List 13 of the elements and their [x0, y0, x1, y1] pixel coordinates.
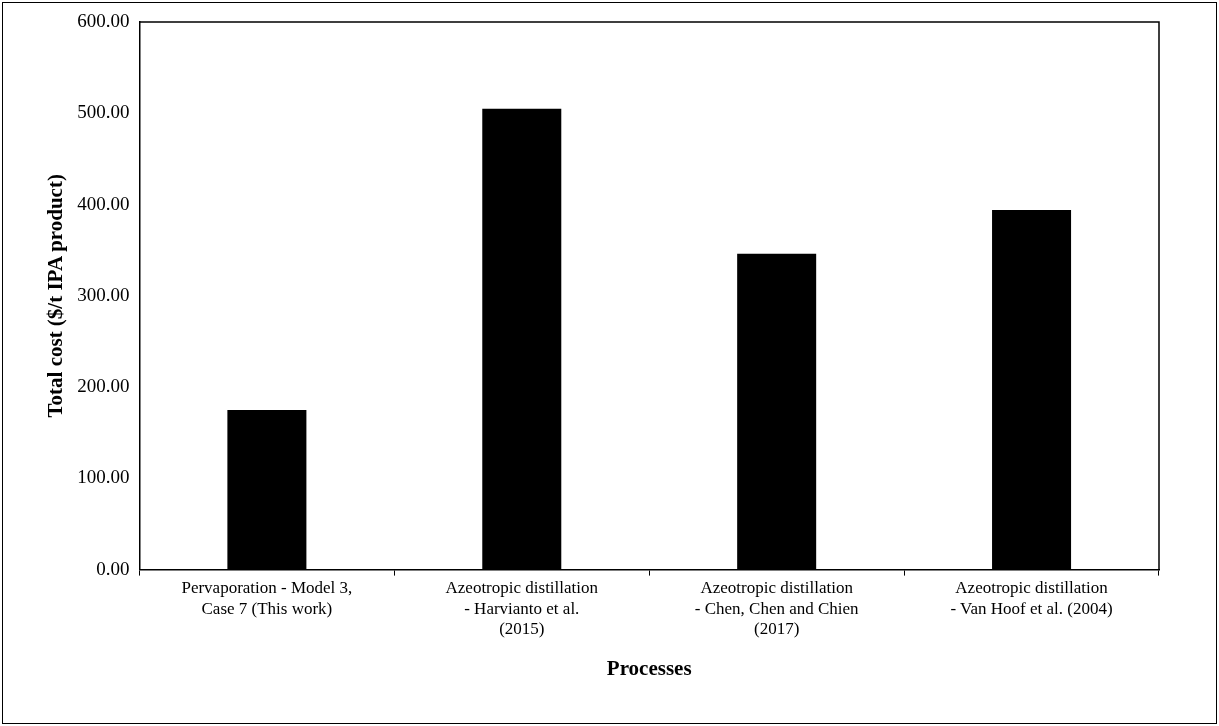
y-tick-label: 400.00: [77, 192, 130, 214]
x-tick-label: Azeotropic distillation - Harvianto et al. (2015): [445, 578, 599, 639]
y-tick-label: 200.00: [77, 375, 130, 397]
y-tick-label: 300.00: [77, 283, 130, 305]
y-tick-label: 600.00: [77, 9, 130, 31]
x-tick-label: Azeotropic distillation - Chen, Chen and Chien (2017): [694, 578, 860, 639]
y-tick-label: 100.00: [77, 466, 130, 488]
y-axis-title: Total cost ($/t IPA product): [43, 174, 68, 418]
x-axis-title: Processes: [606, 655, 692, 680]
x-tick-label: Azeotropic distillation - Van Hoof et al. (2004): [950, 578, 1113, 618]
y-tick-label: 0.00: [96, 557, 130, 579]
x-tick-label: Pervaporation - Model 3, Case 7 (This work): [181, 578, 353, 618]
y-tick-label: 500.00: [77, 101, 130, 123]
